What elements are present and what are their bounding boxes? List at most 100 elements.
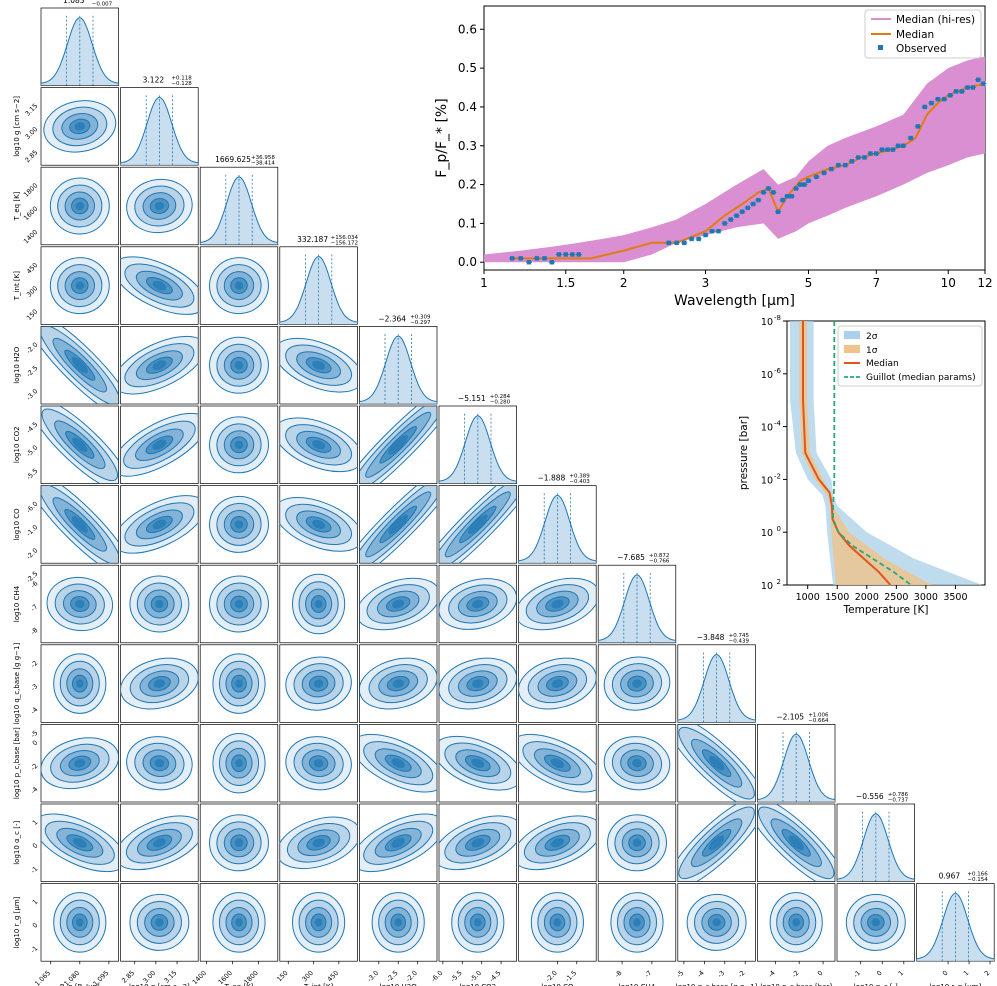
density-peak bbox=[72, 437, 88, 453]
spectrum-plot: 1 1.5 2 3 5 7 10 12 0.0 0.1 0.2 0.3 0.4 0.5 0.6 Wavelen… bbox=[434, 5, 993, 309]
density bbox=[209, 575, 269, 633]
contour-panel-11-9 bbox=[757, 883, 836, 962]
x-axis-2: 140016001800T_eq [K] bbox=[191, 961, 260, 986]
legend-box bbox=[837, 325, 983, 387]
x-tick-label: 300 bbox=[301, 969, 315, 983]
x-tick-label: -7 bbox=[643, 969, 653, 979]
plus-error: +0.118 bbox=[171, 76, 192, 82]
param-title-8: −3.848 +0.745−0.439 bbox=[697, 633, 750, 645]
x-tick-label: -2.0 bbox=[404, 969, 419, 984]
contour-panel-10-5 bbox=[438, 803, 517, 882]
density bbox=[46, 576, 114, 632]
x-tick-label: 1500 bbox=[825, 592, 849, 603]
y-axis-10: 1 0 -1 log10 α_c [-] bbox=[13, 818, 39, 875]
observed-point bbox=[716, 228, 721, 234]
plus-error: +156.034 bbox=[331, 235, 359, 241]
y-axis-label: T_eq [K] bbox=[13, 191, 21, 221]
density bbox=[279, 337, 358, 393]
contour-panel-2-0 bbox=[40, 166, 119, 246]
density-peak bbox=[234, 520, 244, 529]
y-tick-label: -6 bbox=[29, 579, 39, 589]
contour-panel-6-5 bbox=[438, 485, 517, 564]
y-tick-label: -8 bbox=[29, 626, 39, 636]
contour-panel-5-2 bbox=[199, 405, 279, 484]
contour-panel-9-3 bbox=[279, 724, 358, 803]
x-axis-label: log10 r_g [μm] bbox=[930, 983, 982, 986]
density-peak bbox=[152, 838, 166, 848]
density-peak bbox=[473, 918, 482, 927]
density-peak bbox=[553, 918, 562, 927]
contour-panel-9-2 bbox=[199, 724, 279, 803]
density bbox=[359, 406, 437, 484]
y-axis-9: 0 -2 -4 log10 p_c,base [bar] bbox=[13, 727, 39, 799]
density bbox=[49, 177, 110, 235]
density-peak bbox=[235, 759, 243, 768]
density bbox=[126, 736, 193, 791]
param-title-5: −5.151 +0.284−0.280 bbox=[458, 394, 511, 406]
contour-panel-4-3 bbox=[279, 326, 358, 405]
density-peak bbox=[71, 357, 88, 374]
observed-point bbox=[534, 256, 540, 261]
y-tick-label: 1400 bbox=[22, 228, 39, 245]
param-title-7: −7.685 +0.872−0.766 bbox=[617, 553, 670, 565]
density bbox=[43, 100, 117, 153]
contour-panel-7-0 bbox=[40, 564, 119, 644]
density bbox=[439, 657, 517, 710]
contour-panel-5-0 bbox=[40, 405, 119, 484]
observed-point bbox=[556, 252, 562, 257]
observed-point bbox=[780, 197, 785, 203]
contour-panel-10-1 bbox=[120, 803, 199, 882]
density-peak bbox=[633, 918, 641, 927]
x-tick-label: -2 bbox=[736, 969, 746, 979]
contour-panel-3-1 bbox=[120, 246, 199, 325]
y-tick-exponent: -6 bbox=[774, 367, 782, 375]
contour-panel-4-1 bbox=[120, 326, 199, 405]
density bbox=[129, 893, 190, 951]
observed-point bbox=[802, 182, 807, 187]
x-axis-1: 2.853.003.15log10 g [cm s−2] bbox=[120, 961, 190, 986]
observed-point bbox=[722, 221, 727, 226]
legend-label: 2σ bbox=[866, 332, 878, 342]
observed-point bbox=[908, 135, 913, 141]
density bbox=[518, 577, 597, 631]
x-tick-label: -1.5 bbox=[564, 969, 579, 984]
observed-point bbox=[703, 232, 708, 238]
density bbox=[41, 406, 119, 484]
hist-panel-2: 1669.625 +36.958−38.414 bbox=[199, 155, 279, 246]
param-title-1: 3.122 +0.118−0.128 bbox=[143, 76, 193, 88]
observed-point bbox=[709, 228, 715, 234]
x-axis-3: 150 300 450T_int [K] bbox=[275, 961, 340, 986]
observed-point bbox=[785, 194, 790, 199]
density-peak bbox=[234, 838, 244, 847]
x-tick-label: 1000 bbox=[796, 592, 820, 603]
y-axis-5: -4.5 -5.0 -5.5 log10 CO2 bbox=[13, 420, 39, 481]
density-peak bbox=[312, 838, 325, 848]
density-peak bbox=[551, 599, 564, 609]
plus-error: +0.309 bbox=[410, 314, 431, 320]
y-axis-label: F_p/F_* [%] bbox=[434, 98, 450, 177]
contour-panel-11-7 bbox=[597, 883, 677, 962]
y-axis-label: log10 α_c [-] bbox=[13, 821, 21, 865]
minus-error: −0.664 bbox=[808, 718, 829, 724]
x-tick-label: 2 bbox=[620, 276, 628, 290]
y-tick-label: 10 bbox=[761, 528, 773, 539]
x-tick-label: 1.065 bbox=[33, 969, 52, 986]
y-tick-label: 1800 bbox=[22, 181, 39, 198]
y-tick-label: 10 bbox=[761, 423, 773, 434]
y-tick-label: 2.85 bbox=[24, 148, 40, 164]
observed-point bbox=[518, 256, 523, 261]
median-value: −3.848 bbox=[697, 633, 725, 642]
observed-point bbox=[922, 104, 927, 110]
hist-panel-8: −3.848 +0.745−0.439 bbox=[677, 633, 756, 723]
y-tick-label: 150 bbox=[25, 308, 39, 322]
legend-box bbox=[864, 9, 982, 59]
y-axis-label: log10 H2O bbox=[13, 346, 21, 384]
density-peak bbox=[75, 918, 84, 927]
x-axis-label: R_p [R_Jup] bbox=[60, 983, 100, 986]
plus-error: +1.006 bbox=[808, 712, 829, 718]
x-tick-label: 1 bbox=[897, 969, 906, 978]
density bbox=[359, 733, 437, 793]
observed-point bbox=[542, 256, 547, 261]
contour-panel-11-5 bbox=[438, 883, 517, 962]
